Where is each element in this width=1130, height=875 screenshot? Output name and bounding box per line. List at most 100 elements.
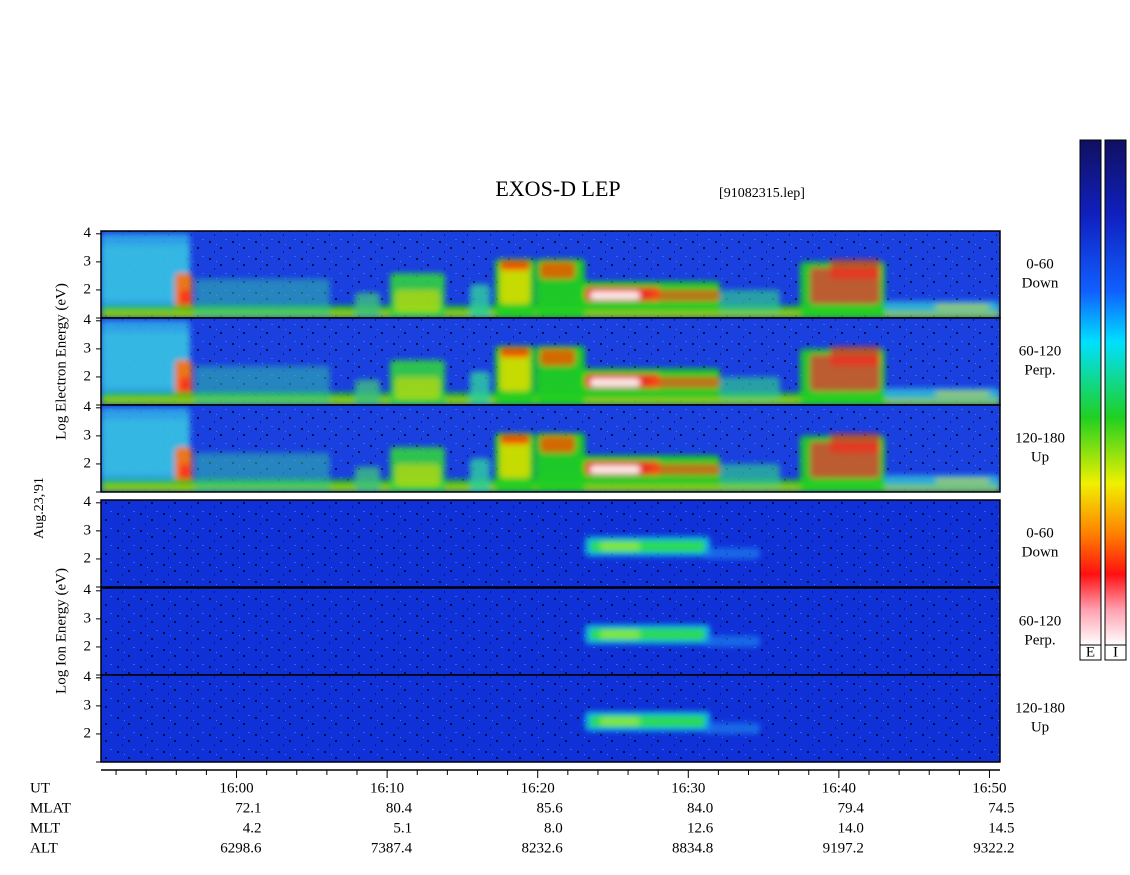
feature bbox=[500, 434, 530, 445]
feature bbox=[355, 292, 380, 318]
feature bbox=[720, 463, 780, 487]
colorbar-label-box bbox=[1079, 644, 1102, 661]
feature bbox=[500, 351, 530, 391]
y-tick-label: 2 bbox=[84, 281, 92, 297]
y-tick-label: 3 bbox=[84, 340, 92, 356]
panel-label: 0-60 bbox=[1026, 256, 1054, 272]
y-tick-label: 3 bbox=[84, 610, 92, 626]
noise bbox=[101, 588, 1000, 675]
panel-label: Up bbox=[1031, 719, 1049, 735]
feature bbox=[935, 303, 990, 310]
y-tick-label: 3 bbox=[84, 697, 92, 713]
spectrogram bbox=[101, 318, 1000, 405]
ephemeris-value: 8834.8 bbox=[672, 840, 713, 856]
feature bbox=[650, 463, 720, 476]
feature bbox=[195, 365, 330, 405]
y-tick-label: 3 bbox=[84, 522, 92, 538]
noise bbox=[101, 500, 1000, 587]
feature bbox=[600, 630, 640, 639]
feature bbox=[540, 348, 575, 366]
panel-label: Up bbox=[1031, 449, 1049, 465]
feature bbox=[395, 463, 440, 487]
feature bbox=[650, 376, 720, 389]
x-tick-label: 16:20 bbox=[521, 780, 555, 796]
feature bbox=[195, 452, 330, 492]
y-tick-label: 2 bbox=[84, 725, 92, 741]
ephemeris-value: 6298.6 bbox=[220, 840, 262, 856]
colorbar-label-box bbox=[1104, 644, 1127, 661]
y-tick-label: 3 bbox=[84, 253, 92, 269]
chart-title: EXOS-D LEP bbox=[495, 176, 620, 201]
panel-label: Down bbox=[1022, 275, 1059, 291]
colorbar bbox=[1079, 139, 1102, 646]
feature bbox=[395, 376, 440, 400]
y-tick-label: 2 bbox=[84, 368, 92, 384]
ephemeris-label: MLT bbox=[30, 820, 60, 836]
features bbox=[585, 711, 760, 734]
ephemeris-value: 12.6 bbox=[687, 820, 714, 836]
ephemeris-label: ALT bbox=[30, 840, 58, 856]
ephemeris-value: 84.0 bbox=[687, 800, 713, 816]
panel-label: 120-180 bbox=[1015, 700, 1065, 716]
feature bbox=[600, 717, 640, 726]
features bbox=[585, 536, 760, 559]
ephemeris-value: 80.4 bbox=[386, 800, 413, 816]
feature bbox=[395, 289, 440, 313]
colorbar-label: I bbox=[1113, 644, 1118, 660]
feature bbox=[101, 245, 190, 302]
ephemeris-value: 14.5 bbox=[988, 820, 1014, 836]
feature bbox=[500, 264, 530, 304]
y-tick-label: 4 bbox=[84, 582, 92, 598]
group-label: Log Ion Energy (eV) bbox=[53, 568, 69, 694]
x-tick-label: 16:40 bbox=[822, 780, 856, 796]
ephemeris-value: 72.1 bbox=[235, 800, 261, 816]
feature bbox=[101, 419, 190, 476]
y-tick-label: 2 bbox=[84, 455, 92, 471]
features bbox=[101, 407, 1000, 492]
panel-label: 60-120 bbox=[1019, 343, 1062, 359]
spectrogram bbox=[101, 588, 1000, 675]
ephemeris-value: 8232.6 bbox=[521, 840, 563, 856]
feature bbox=[540, 261, 575, 279]
ephemeris-value: 4.2 bbox=[243, 820, 262, 836]
features bbox=[101, 320, 1000, 405]
feature bbox=[500, 438, 530, 478]
feature bbox=[720, 289, 780, 313]
x-tick-label: 16:10 bbox=[370, 780, 404, 796]
spectrogram bbox=[101, 500, 1000, 587]
feature bbox=[705, 722, 760, 734]
feature bbox=[705, 547, 760, 559]
features bbox=[585, 624, 760, 647]
panel-frame bbox=[100, 674, 1001, 763]
feature bbox=[830, 433, 880, 453]
y-tick-label: 4 bbox=[84, 312, 92, 328]
feature bbox=[500, 260, 530, 271]
panel-label: 120-180 bbox=[1015, 430, 1065, 446]
ephemeris-label: UT bbox=[30, 780, 50, 796]
y-tick-label: 4 bbox=[84, 494, 92, 510]
ephemeris-value: 79.4 bbox=[838, 800, 865, 816]
feature bbox=[470, 458, 490, 492]
noise bbox=[101, 675, 1000, 762]
feature bbox=[470, 284, 490, 318]
ephemeris-value: 7387.4 bbox=[371, 840, 413, 856]
feature bbox=[935, 477, 990, 484]
date-label: Aug.23,'91 bbox=[32, 477, 47, 539]
feature bbox=[720, 376, 780, 400]
spectrogram bbox=[101, 405, 1000, 492]
colorbar bbox=[1104, 139, 1127, 646]
panel-label: Perp. bbox=[1024, 362, 1055, 378]
y-tick-label: 2 bbox=[84, 550, 92, 566]
feature bbox=[935, 390, 990, 397]
ephemeris-value: 5.1 bbox=[393, 820, 412, 836]
feature bbox=[830, 346, 880, 366]
feature bbox=[830, 259, 880, 279]
group-label: Log Electron Energy (eV) bbox=[53, 283, 69, 440]
feature bbox=[590, 378, 640, 387]
spectrogram bbox=[101, 675, 1000, 762]
y-tick-label: 4 bbox=[84, 669, 92, 685]
ephemeris-value: 9322.2 bbox=[973, 840, 1014, 856]
feature bbox=[355, 379, 380, 405]
feature bbox=[590, 465, 640, 474]
